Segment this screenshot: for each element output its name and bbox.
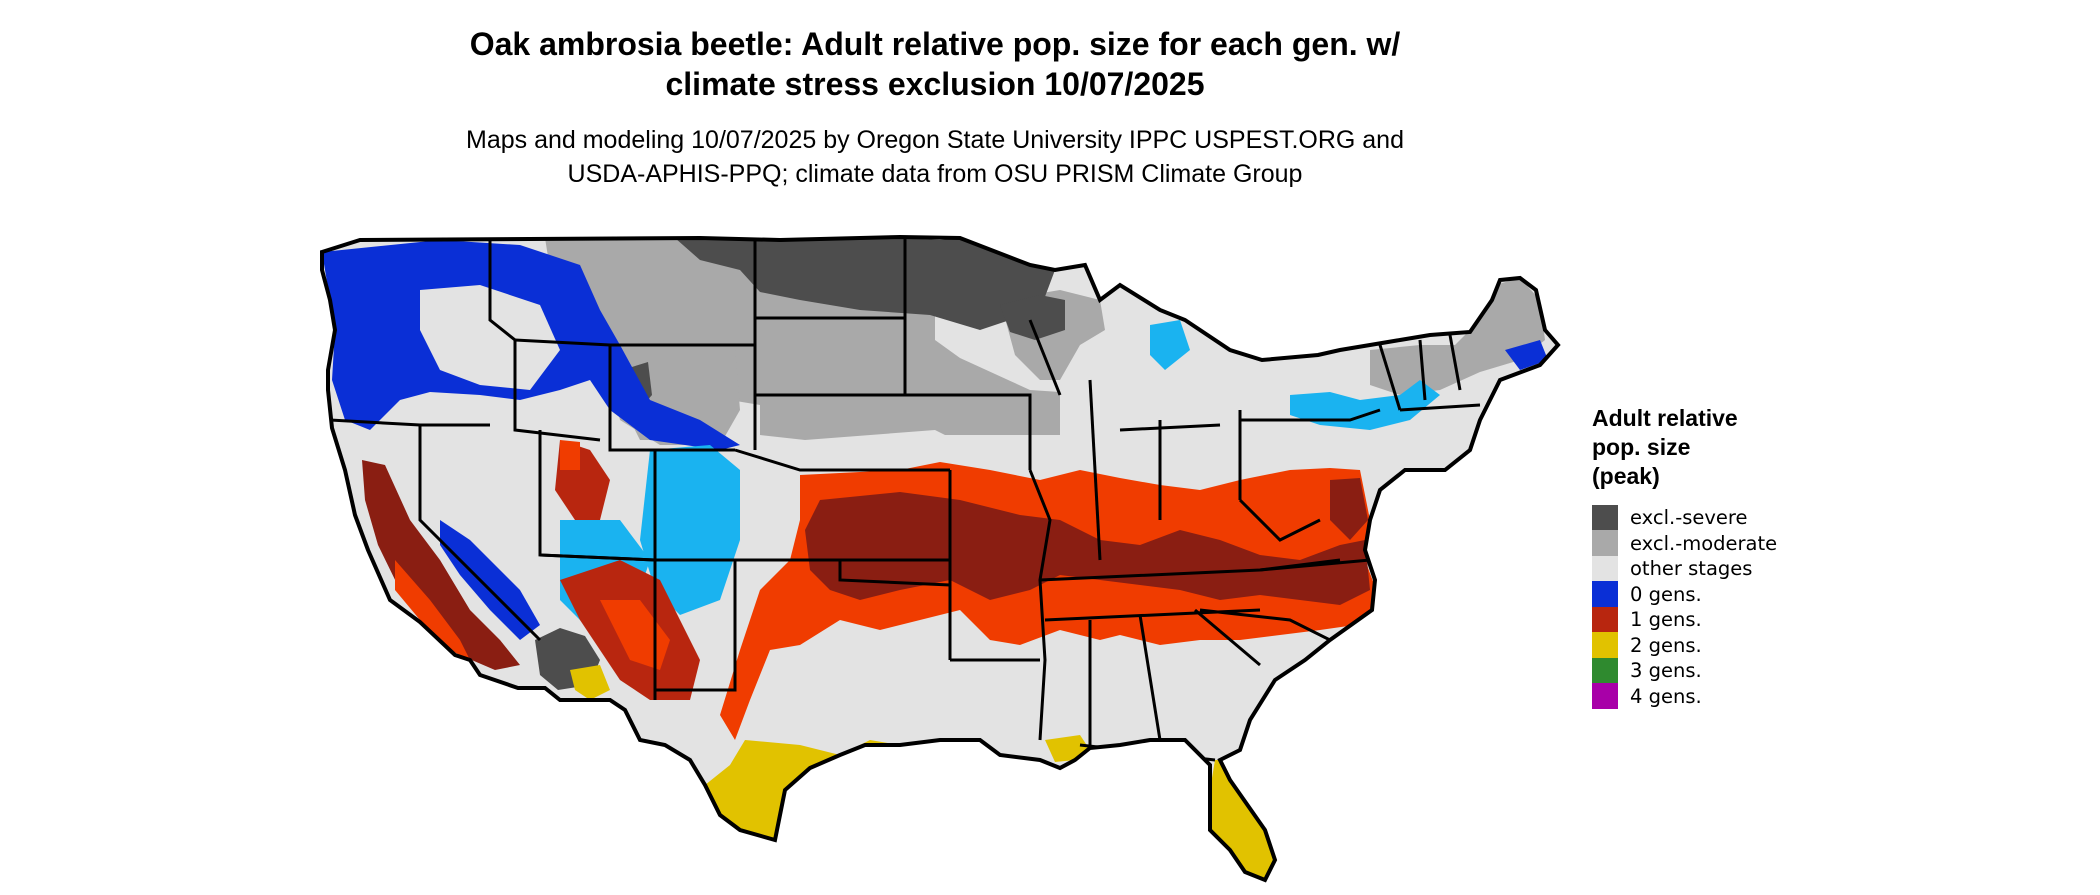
legend-item-1-gens: 1 gens.	[1592, 606, 1822, 633]
legend-title: Adult relative pop. size (peak)	[1592, 404, 1822, 491]
legend-item-4-gens: 4 gens.	[1592, 683, 1822, 710]
border-wv-va	[1238, 498, 1321, 542]
border-vt-nh	[1418, 339, 1427, 401]
border-nc-sc	[1199, 608, 1331, 642]
region-1gens-california-orange	[395, 560, 470, 660]
region-2gens-florida	[1210, 760, 1275, 880]
border-ma-south	[1399, 403, 1481, 412]
border-ne-ks	[734, 448, 950, 472]
legend-swatch	[1592, 530, 1618, 557]
legend-item-2-gens: 2 gens.	[1592, 632, 1822, 659]
us-outline	[320, 234, 1561, 883]
title-line-2: climate stress exclusion 10/07/2025	[665, 66, 1205, 102]
region-excl-severe-wisconsin	[1000, 295, 1065, 340]
legend-swatch	[1592, 632, 1618, 659]
region-0gens-maine	[1505, 340, 1548, 370]
region-1gens-california	[362, 460, 520, 670]
legend-swatch	[1592, 581, 1618, 608]
title-line-1: Oak ambrosia beetle: Adult relative pop.…	[469, 26, 1401, 62]
legend-item-excl-moderate: excl.-moderate	[1592, 530, 1822, 557]
region-1gens-oregon-orange	[560, 440, 580, 470]
border-wy-co	[608, 345, 735, 452]
legend-label: excl.-moderate	[1630, 531, 1778, 555]
region-1gens-chesapeake	[1330, 478, 1368, 540]
legend-title-line-2: pop. size	[1592, 434, 1691, 460]
legend-swatch	[1592, 606, 1618, 633]
border-wi-mi	[1028, 319, 1062, 396]
region-1gens-arizona-orange	[600, 600, 670, 670]
border-nm-tx	[655, 560, 737, 692]
border-mi-oh	[1119, 423, 1221, 432]
legend-swatch	[1592, 504, 1618, 531]
legend-item-3-gens: 3 gens.	[1592, 657, 1822, 684]
legend-label: 2 gens.	[1630, 633, 1702, 657]
legend-label: other stages	[1630, 557, 1753, 581]
legend-label: 1 gens.	[1630, 608, 1702, 632]
border-ny-vt	[1378, 344, 1402, 411]
legend-item-other-stages: other stages	[1592, 555, 1822, 582]
border-al-ga	[1138, 614, 1162, 741]
border-pa-ny	[1240, 408, 1381, 422]
region-0gens-michigan-light	[1150, 320, 1190, 370]
border-ga-sc	[1194, 608, 1261, 667]
subtitle-line-1: Maps and modeling 10/07/2025 by Oregon S…	[466, 126, 1404, 154]
subtitle-line-2: USDA-APHIS-PPQ; climate data from OSU PR…	[567, 160, 1303, 188]
border-ia-mo	[915, 393, 1032, 470]
legend-item-excl-severe: excl.-severe	[1592, 504, 1822, 531]
legend-title-line-1: Adult relative	[1592, 405, 1738, 431]
region-0gens-northeast-light	[1290, 380, 1440, 430]
map-subtitle: Maps and modeling 10/07/2025 by Oregon S…	[0, 123, 1870, 191]
region-1gens-dark-belt	[805, 492, 1370, 605]
legend-title-line-3: (peak)	[1592, 463, 1660, 489]
legend-swatch	[1592, 683, 1618, 710]
region-excl-moderate-northeast	[1370, 278, 1545, 395]
border-ut-az	[539, 553, 656, 562]
border-il-in	[1088, 379, 1102, 561]
border-ok-tx	[735, 558, 951, 587]
legend-items: excl.-severe excl.-moderate other stages…	[1592, 504, 1822, 710]
border-ca-nv	[418, 425, 542, 642]
us-map	[320, 234, 1561, 883]
legend-label: excl.-severe	[1630, 506, 1748, 530]
border-nh-me	[1448, 334, 1462, 391]
legend-label: 3 gens.	[1630, 659, 1702, 683]
legend-item-0-gens: 0 gens.	[1592, 581, 1822, 608]
region-2gens-texas	[705, 740, 930, 850]
legend-label: 0 gens.	[1630, 582, 1702, 606]
map-title: Oak ambrosia beetle: Adult relative pop.…	[0, 24, 1870, 104]
region-2gens-arizona	[570, 665, 610, 700]
region-0gens-interior-light	[420, 285, 560, 390]
region-0gens-sierra	[440, 520, 540, 640]
region-excl-severe-dakota	[675, 238, 1055, 330]
border-va-nc	[1259, 558, 1371, 572]
legend-swatch	[1592, 657, 1618, 684]
legend-label: 4 gens.	[1630, 684, 1702, 708]
region-0gens-colorado	[640, 445, 740, 615]
legend-swatch	[1592, 555, 1618, 582]
legend: Adult relative pop. size (peak) excl.-se…	[1592, 404, 1822, 710]
